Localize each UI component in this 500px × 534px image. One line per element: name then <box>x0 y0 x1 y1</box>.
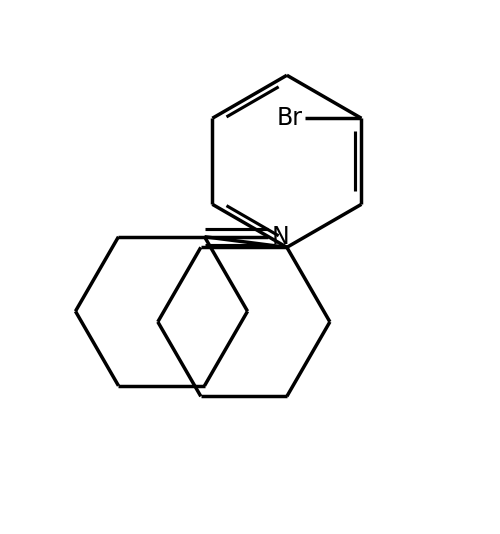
Text: Br: Br <box>276 106 302 130</box>
Text: N: N <box>272 225 289 249</box>
